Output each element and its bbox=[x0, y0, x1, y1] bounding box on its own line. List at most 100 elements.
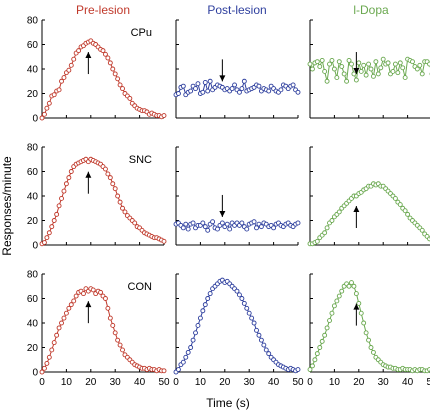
data-point bbox=[334, 75, 340, 81]
data-point bbox=[161, 238, 167, 244]
data-point bbox=[197, 315, 203, 321]
data-point bbox=[341, 71, 347, 77]
data-point bbox=[71, 298, 77, 304]
panel-1-2 bbox=[307, 146, 430, 247]
data-point bbox=[195, 323, 201, 328]
data-point bbox=[117, 82, 123, 88]
panel-2-0: 0 20 40 60 80 0 10 20 30 40 50 CON bbox=[27, 270, 170, 389]
column-title: Post-lesion bbox=[207, 3, 266, 17]
data-point bbox=[346, 283, 352, 289]
data-point bbox=[380, 56, 386, 62]
arrow-head bbox=[85, 171, 92, 178]
y-axis-label: Responses/minute bbox=[0, 156, 14, 256]
data-point bbox=[309, 363, 315, 369]
data-point bbox=[61, 75, 67, 81]
data-point bbox=[224, 221, 230, 227]
data-point bbox=[44, 235, 50, 241]
x-tick-label: 0 bbox=[173, 377, 179, 388]
data-point bbox=[200, 308, 206, 314]
data-point bbox=[324, 225, 330, 231]
data-point bbox=[110, 181, 116, 187]
data-point bbox=[185, 349, 191, 355]
data-point bbox=[239, 296, 245, 301]
data-point bbox=[349, 280, 354, 286]
data-point bbox=[98, 289, 104, 295]
arrow-head bbox=[85, 52, 92, 59]
data-point bbox=[358, 68, 364, 74]
data-point bbox=[56, 87, 62, 93]
data-point bbox=[307, 61, 313, 67]
data-point bbox=[385, 60, 391, 66]
arrow-head bbox=[219, 210, 226, 217]
x-tick-label: 20 bbox=[353, 377, 365, 388]
data-point bbox=[266, 88, 272, 94]
data-point bbox=[56, 203, 62, 209]
data-point bbox=[339, 64, 345, 70]
data-point bbox=[251, 219, 257, 225]
data-point bbox=[329, 218, 335, 223]
arrow-head bbox=[219, 75, 226, 82]
data-point bbox=[417, 62, 423, 68]
panel-1-1 bbox=[173, 146, 301, 246]
arrow-head bbox=[353, 68, 360, 75]
x-tick-label: 30 bbox=[244, 377, 256, 388]
data-point bbox=[46, 230, 52, 236]
arrow-head bbox=[353, 206, 360, 212]
data-point bbox=[278, 87, 284, 93]
data-point bbox=[215, 226, 220, 232]
data-point bbox=[402, 208, 408, 214]
x-tick-label: 30 bbox=[378, 377, 390, 388]
x-tick-label: 50 bbox=[426, 377, 430, 388]
data-point bbox=[44, 105, 50, 111]
data-point bbox=[239, 86, 245, 92]
y-tick-label: 80 bbox=[27, 143, 39, 154]
y-tick-label: 20 bbox=[27, 216, 39, 227]
data-point bbox=[107, 60, 113, 66]
data-point bbox=[54, 332, 60, 338]
data-point bbox=[122, 209, 128, 215]
data-point bbox=[190, 337, 196, 343]
data-point bbox=[81, 291, 86, 297]
region-annotation: CON bbox=[128, 281, 153, 293]
data-point bbox=[115, 193, 121, 199]
data-point bbox=[397, 202, 403, 208]
panel-0-1: Post-lesion bbox=[173, 3, 301, 119]
data-point bbox=[366, 61, 372, 67]
data-point bbox=[102, 51, 108, 57]
x-tick-label: 50 bbox=[158, 377, 170, 388]
x-tick-label: 40 bbox=[402, 377, 414, 388]
data-point bbox=[405, 211, 411, 217]
data-point bbox=[61, 315, 67, 321]
data-point bbox=[327, 61, 332, 67]
data-point bbox=[324, 325, 330, 331]
data-point bbox=[256, 332, 262, 338]
y-tick-label: 0 bbox=[32, 368, 38, 379]
data-point bbox=[271, 225, 277, 231]
data-point bbox=[185, 226, 191, 232]
data-point bbox=[366, 337, 372, 343]
data-point bbox=[266, 351, 272, 357]
data-point bbox=[246, 310, 252, 316]
data-point bbox=[322, 332, 328, 338]
y-tick-label: 80 bbox=[27, 270, 39, 281]
data-point bbox=[349, 61, 354, 67]
data-point bbox=[105, 55, 111, 61]
data-point bbox=[127, 95, 133, 101]
data-point bbox=[353, 77, 359, 83]
data-point bbox=[236, 89, 242, 95]
data-point bbox=[324, 78, 330, 84]
data-point bbox=[115, 337, 121, 343]
series-line bbox=[175, 279, 299, 373]
data-point bbox=[210, 219, 216, 225]
data-point bbox=[90, 287, 96, 293]
data-point bbox=[295, 367, 301, 372]
data-point bbox=[414, 66, 420, 72]
data-point bbox=[356, 300, 362, 306]
x-tick-label: 10 bbox=[195, 377, 207, 388]
data-point bbox=[368, 66, 374, 72]
data-point bbox=[46, 100, 52, 106]
data-point bbox=[419, 71, 425, 77]
data-point bbox=[232, 82, 238, 88]
data-point bbox=[239, 220, 245, 226]
data-point bbox=[115, 76, 121, 82]
